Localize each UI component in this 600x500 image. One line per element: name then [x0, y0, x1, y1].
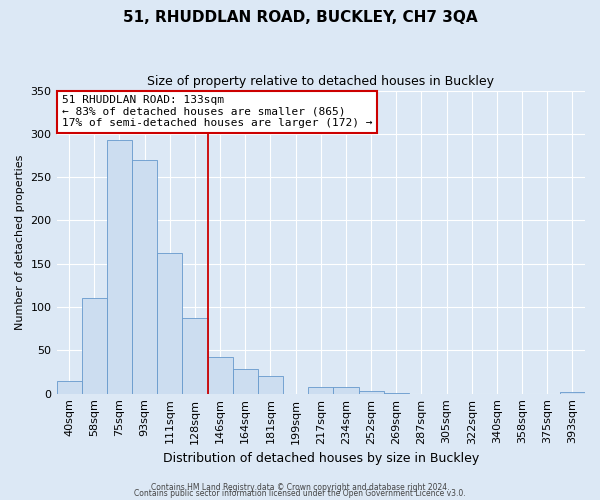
Title: Size of property relative to detached houses in Buckley: Size of property relative to detached ho…	[147, 75, 494, 88]
Bar	[132, 160, 157, 394]
Bar	[560, 392, 585, 394]
Bar	[359, 391, 383, 394]
Bar	[182, 318, 208, 394]
Bar	[82, 298, 107, 394]
Text: 51, RHUDDLAN ROAD, BUCKLEY, CH7 3QA: 51, RHUDDLAN ROAD, BUCKLEY, CH7 3QA	[122, 10, 478, 25]
Y-axis label: Number of detached properties: Number of detached properties	[15, 154, 25, 330]
X-axis label: Distribution of detached houses by size in Buckley: Distribution of detached houses by size …	[163, 452, 479, 465]
Text: Contains public sector information licensed under the Open Government Licence v3: Contains public sector information licen…	[134, 490, 466, 498]
Bar	[258, 376, 283, 394]
Bar	[383, 393, 409, 394]
Bar	[334, 387, 359, 394]
Bar	[56, 380, 82, 394]
Bar	[208, 358, 233, 394]
Text: 51 RHUDDLAN ROAD: 133sqm
← 83% of detached houses are smaller (865)
17% of semi-: 51 RHUDDLAN ROAD: 133sqm ← 83% of detach…	[62, 95, 373, 128]
Bar	[308, 387, 334, 394]
Bar	[157, 252, 182, 394]
Bar	[107, 140, 132, 394]
Bar	[233, 370, 258, 394]
Text: Contains HM Land Registry data © Crown copyright and database right 2024.: Contains HM Land Registry data © Crown c…	[151, 484, 449, 492]
